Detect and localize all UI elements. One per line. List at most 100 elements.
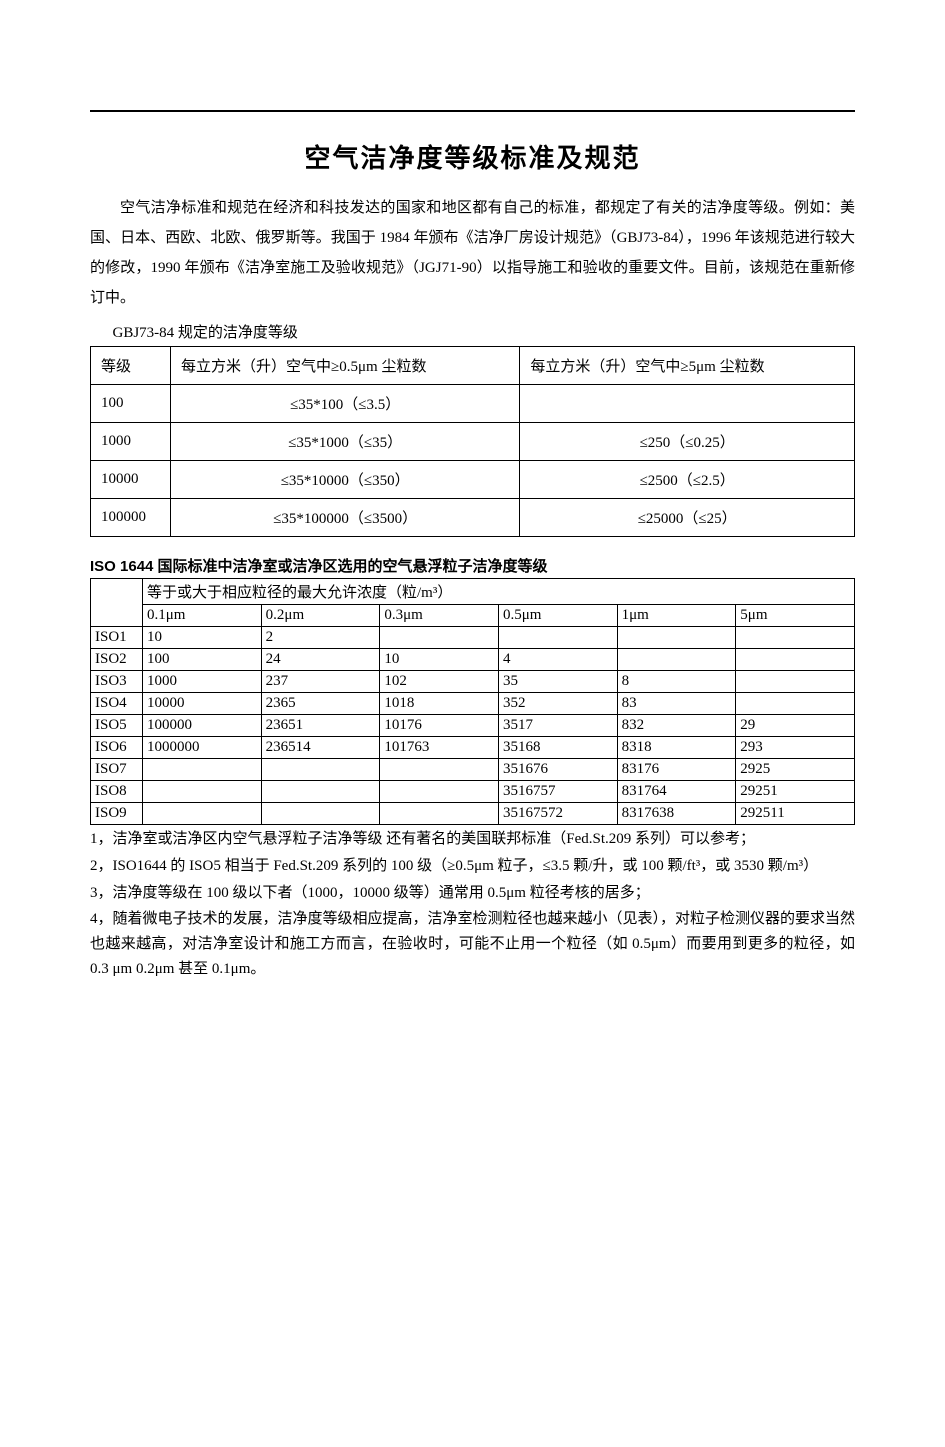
table-cell: 3516757	[498, 781, 617, 803]
table-cell: ≤35*10000（≤350）	[171, 461, 520, 499]
table-cell: 35	[498, 671, 617, 693]
table1-col-header: 每立方米（升）空气中≥5μm 尘粒数	[520, 347, 855, 385]
table2-row-label: ISO2	[91, 649, 143, 671]
page-title: 空气洁净度等级标准及规范	[90, 138, 855, 175]
table-cell: 8318	[617, 737, 736, 759]
table-cell	[380, 781, 499, 803]
table-cell: 10	[143, 627, 262, 649]
table-cell	[380, 759, 499, 781]
table-cell	[736, 693, 855, 715]
table-row: 100000≤35*100000（≤3500）≤25000（≤25）	[91, 499, 855, 537]
table-cell	[261, 803, 380, 825]
table-row: ISO210024104	[91, 649, 855, 671]
table-cell	[143, 803, 262, 825]
table2-col-header: 0.5μm	[498, 605, 617, 627]
table-cell: 2365	[261, 693, 380, 715]
table-cell: 10000	[91, 461, 171, 499]
table-cell: 10176	[380, 715, 499, 737]
table-cell: 1000	[91, 423, 171, 461]
document-page: 空气洁净度等级标准及规范 空气洁净标准和规范在经济和科技发达的国家和地区都有自己…	[0, 110, 945, 1447]
table2-row-label: ISO7	[91, 759, 143, 781]
table-cell: ≤250（≤0.25）	[520, 423, 855, 461]
table-cell	[380, 803, 499, 825]
note-paragraph: 2，ISO1644 的 ISO5 相当于 Fed.St.209 系列的 100 …	[90, 854, 855, 879]
note-paragraph: 4，随着微电子技术的发展，洁净度等级相应提高，洁净室检测粒径也越来越小（见表），…	[90, 907, 855, 981]
table-cell: 10	[380, 649, 499, 671]
table-cell: 2925	[736, 759, 855, 781]
table-cell	[736, 649, 855, 671]
table-cell: 29	[736, 715, 855, 737]
note-paragraph: 3，洁净度等级在 100 级以下者（1000，10000 级等）通常用 0.5μ…	[90, 881, 855, 906]
table2-row-label: ISO4	[91, 693, 143, 715]
table-row: 10000≤35*10000（≤350）≤2500（≤2.5）	[91, 461, 855, 499]
table-cell	[617, 649, 736, 671]
table-cell	[498, 627, 617, 649]
table-cell: ≤25000（≤25）	[520, 499, 855, 537]
table2-row-label: ISO5	[91, 715, 143, 737]
table-cell	[261, 759, 380, 781]
note-paragraph: 1，洁净室或洁净区内空气悬浮粒子洁净等级 还有著名的美国联邦标准（Fed.St.…	[90, 827, 855, 852]
table-cell: 8	[617, 671, 736, 693]
table-cell: 29251	[736, 781, 855, 803]
table1-body: 100≤35*100（≤3.5）1000≤35*1000（≤35）≤250（≤0…	[91, 385, 855, 537]
table-cell: 4	[498, 649, 617, 671]
table-row: ISO9351675728317638292511	[91, 803, 855, 825]
table-row: 1000≤35*1000（≤35）≤250（≤0.25）	[91, 423, 855, 461]
table2-col-header: 0.2μm	[261, 605, 380, 627]
table1-col-header: 每立方米（升）空气中≥0.5μm 尘粒数	[171, 347, 520, 385]
table-cell: 1018	[380, 693, 499, 715]
table2-col-header: 0.3μm	[380, 605, 499, 627]
table-cell: 23651	[261, 715, 380, 737]
table-cell: 24	[261, 649, 380, 671]
table-gbj73-84: 等级 每立方米（升）空气中≥0.5μm 尘粒数 每立方米（升）空气中≥5μm 尘…	[90, 346, 855, 537]
table-cell	[380, 627, 499, 649]
table-cell: ≤35*1000（≤35）	[171, 423, 520, 461]
table-cell: 10000	[143, 693, 262, 715]
table2-subheader-row: 0.1μm0.2μm0.3μm0.5μm1μm5μm	[91, 605, 855, 627]
table-cell: 292511	[736, 803, 855, 825]
table-cell: 100	[143, 649, 262, 671]
table-cell: ≤35*100000（≤3500）	[171, 499, 520, 537]
table-cell: 102	[380, 671, 499, 693]
table-cell: 237	[261, 671, 380, 693]
table1-col-header: 等级	[91, 347, 171, 385]
table-cell: 2	[261, 627, 380, 649]
table2-col-header: 1μm	[617, 605, 736, 627]
table-cell: 1000	[143, 671, 262, 693]
table2-row-label: ISO6	[91, 737, 143, 759]
table-row: 100≤35*100（≤3.5）	[91, 385, 855, 423]
table-cell: ≤35*100（≤3.5）	[171, 385, 520, 423]
table2-row-label: ISO9	[91, 803, 143, 825]
table-cell: 83	[617, 693, 736, 715]
table-cell: 1000000	[143, 737, 262, 759]
table-row: ISO1102	[91, 627, 855, 649]
table-cell: 352	[498, 693, 617, 715]
table2-col-header: 5μm	[736, 605, 855, 627]
table1-head: 等级 每立方米（升）空气中≥0.5μm 尘粒数 每立方米（升）空气中≥5μm 尘…	[91, 347, 855, 385]
table-cell	[143, 781, 262, 803]
table-row: ISO61000000236514101763351688318293	[91, 737, 855, 759]
notes-section: 1，洁净室或洁净区内空气悬浮粒子洁净等级 还有著名的美国联邦标准（Fed.St.…	[90, 827, 855, 982]
table-row: ISO8351675783176429251	[91, 781, 855, 803]
table-cell: 293	[736, 737, 855, 759]
table-cell: 83176	[617, 759, 736, 781]
table-cell	[736, 627, 855, 649]
table-cell	[736, 671, 855, 693]
table2-col-header: 0.1μm	[143, 605, 262, 627]
table-row: ISO31000237102358	[91, 671, 855, 693]
table-cell: 3517	[498, 715, 617, 737]
table-row: ISO4100002365101835283	[91, 693, 855, 715]
table-cell: 832	[617, 715, 736, 737]
table-cell: 100000	[143, 715, 262, 737]
table-cell: ≤2500（≤2.5）	[520, 461, 855, 499]
table-row: ISO7351676831762925	[91, 759, 855, 781]
top-horizontal-rule	[90, 110, 855, 112]
table-cell: 100000	[91, 499, 171, 537]
table-cell	[261, 781, 380, 803]
table-cell: 35167572	[498, 803, 617, 825]
table-cell: 236514	[261, 737, 380, 759]
table2-super-header: 等于或大于相应粒径的最大允许浓度（粒/m³）	[143, 579, 855, 605]
table2-body: ISO1102ISO210024104ISO31000237102358ISO4…	[91, 627, 855, 825]
table2-row-label: ISO8	[91, 781, 143, 803]
table-cell	[143, 759, 262, 781]
